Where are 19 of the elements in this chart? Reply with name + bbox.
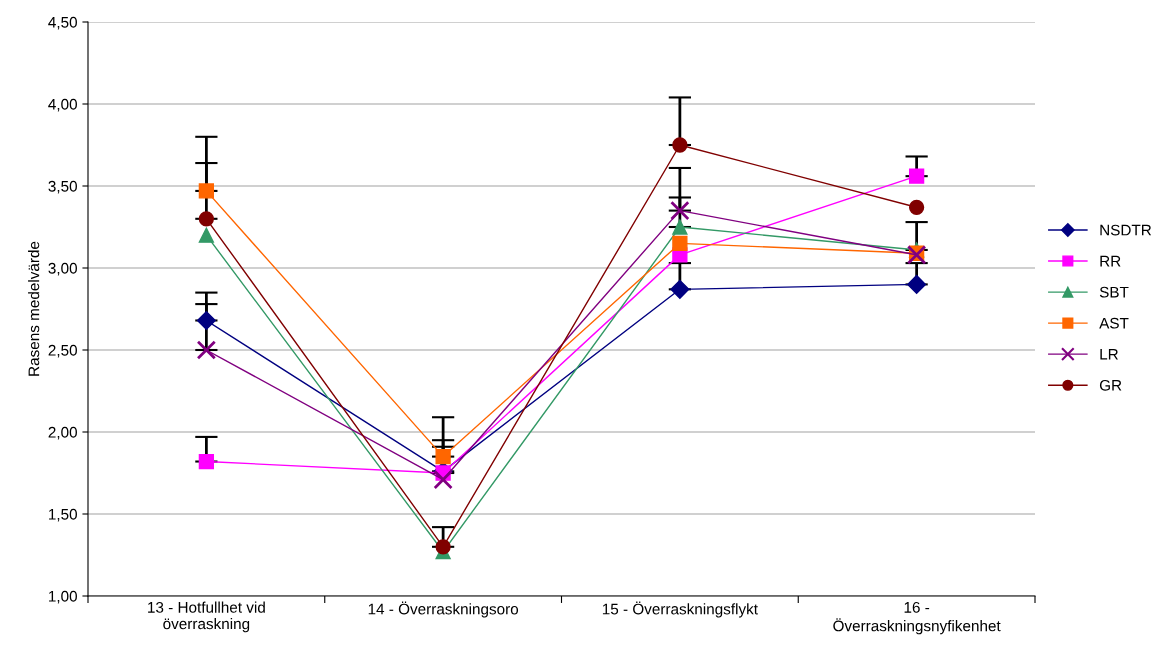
y-axis-title: Rasens medelvärde [28,241,40,376]
legend-label: AST [1099,317,1129,329]
legend-label: SBT [1099,286,1129,298]
y-tick-label: 1,00 [49,590,77,604]
y-tick-label: 2,00 [48,426,77,440]
legend-label: RR [1100,255,1121,267]
y-tick-label: 1,50 [49,508,77,522]
y-tick-label: 2,50 [48,344,77,358]
y-tick-label: 3,00 [48,262,77,276]
x-tick-label: 14 - Överraskningsoro [368,601,519,618]
y-tick-label: 4,50 [48,16,77,30]
legend-label: LR [1100,349,1118,360]
y-tick-label: 4,00 [48,98,77,112]
x-tick-label: 15 - Överraskningsflykt [602,601,758,618]
x-tick-label: 16 - Överraskningsnyfikenhet [833,601,1001,635]
x-tick-label: 13 - Hotfullhet vid överraskning [148,601,265,633]
y-tick-label: 3,50 [48,180,77,194]
legend-label: GR [1099,379,1122,391]
legend-label: NSDTR [1100,224,1152,236]
